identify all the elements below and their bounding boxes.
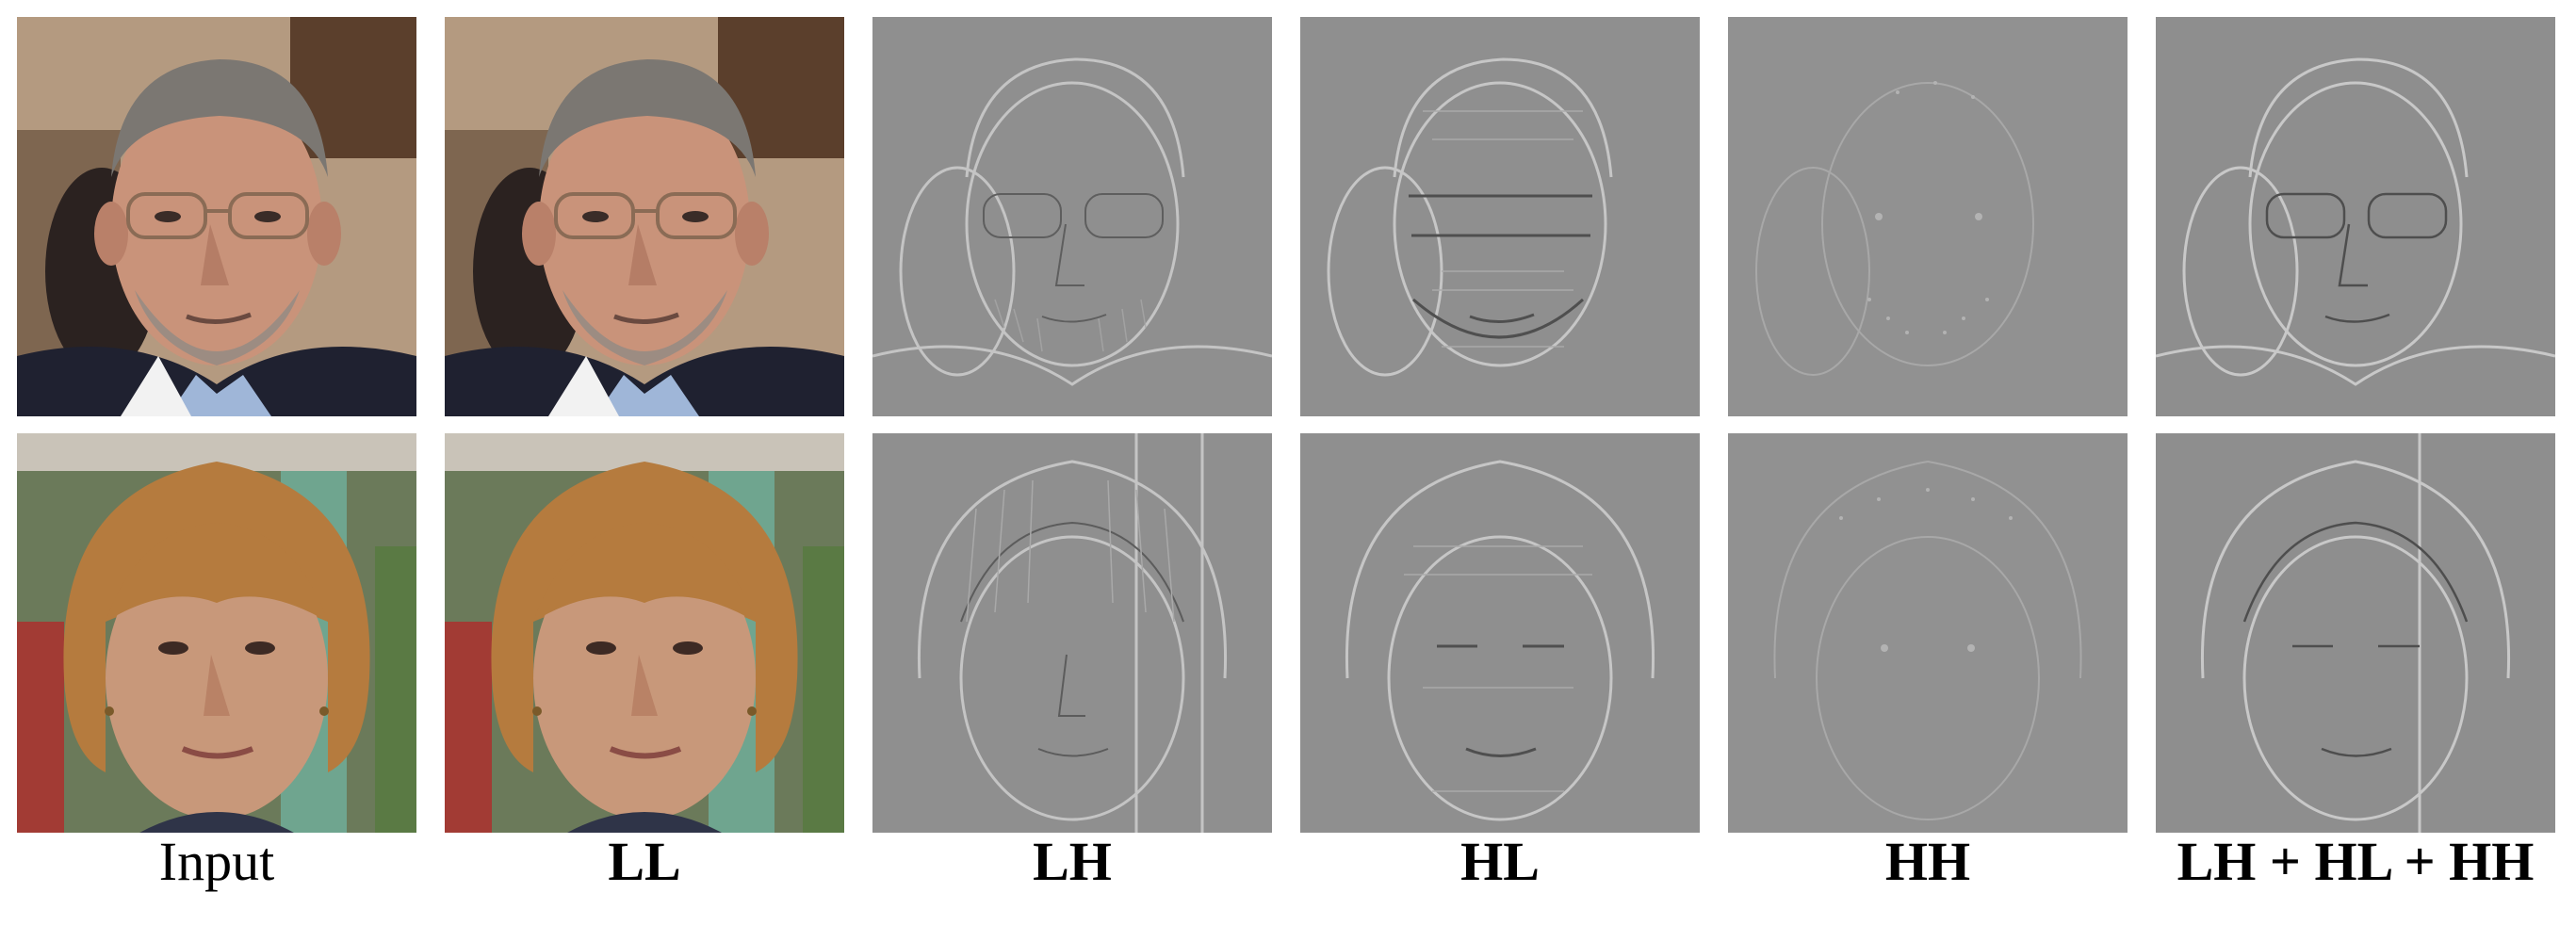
man-hh-edges xyxy=(1728,17,2128,416)
woman-sum-image xyxy=(2156,433,2555,833)
woman-combined-edges xyxy=(2156,433,2555,833)
man-photo-lowpass xyxy=(445,17,844,416)
caption-ll: LL xyxy=(608,831,681,892)
man-input-image xyxy=(17,17,416,416)
woman-photo xyxy=(17,433,416,833)
man-sum-image xyxy=(2156,17,2555,416)
man-lh-image xyxy=(872,17,1272,416)
woman-photo-lowpass xyxy=(445,433,844,833)
man-photo xyxy=(17,17,416,416)
man-hl-edges xyxy=(1300,17,1700,416)
man-ll-image xyxy=(445,17,844,416)
woman-hl-image xyxy=(1300,433,1700,833)
woman-ll-image xyxy=(445,433,844,833)
caption-sum: LH + HL + HH xyxy=(2177,831,2535,892)
woman-hl-edges xyxy=(1300,433,1700,833)
woman-lh-image xyxy=(872,433,1272,833)
caption-hl: HL xyxy=(1460,831,1540,892)
man-lh-edges xyxy=(872,17,1272,416)
woman-lh-edges xyxy=(872,433,1272,833)
woman-hh-edges xyxy=(1728,433,2128,833)
woman-input-image xyxy=(17,433,416,833)
woman-hh-image xyxy=(1728,433,2128,833)
caption-hh: HH xyxy=(1884,831,1971,892)
man-hh-image xyxy=(1728,17,2128,416)
caption-lh: LH xyxy=(1033,831,1112,892)
caption-input: Input xyxy=(158,831,275,892)
man-combined-edges xyxy=(2156,17,2555,416)
man-hl-image xyxy=(1300,17,1700,416)
